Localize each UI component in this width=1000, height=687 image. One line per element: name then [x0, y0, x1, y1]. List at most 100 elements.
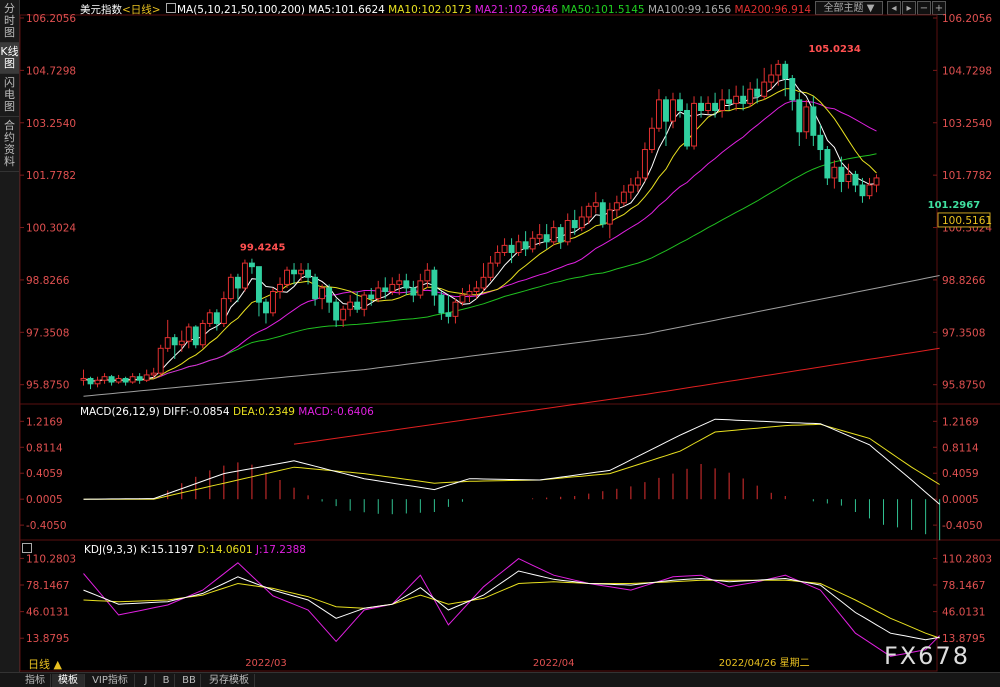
macd-label-left-3: 0.8114	[26, 442, 63, 454]
candle-body	[143, 374, 150, 381]
candle-body	[136, 376, 143, 381]
candle-body	[634, 177, 641, 186]
price-label-left-2: 98.8266	[26, 275, 70, 287]
candle-body	[747, 88, 754, 104]
candle-body	[185, 326, 192, 342]
macd-diff-line	[83, 418, 940, 505]
candle-body	[859, 184, 866, 197]
candle-body	[115, 377, 122, 383]
macd-value: MACD:-0.6406	[298, 406, 374, 418]
tab-indicator[interactable]: 指标	[20, 674, 51, 687]
ma10-value: MA10:102.0173	[388, 4, 472, 16]
annotation-0: 99.4245	[240, 243, 286, 254]
candle-body	[157, 347, 164, 374]
price-label-right-2: 98.8266	[942, 275, 986, 287]
candle-body	[803, 106, 810, 133]
tab-save-template[interactable]: 另存模板	[204, 674, 255, 687]
macd-label-left-0: -0.4050	[26, 520, 67, 532]
tab-template[interactable]: 模板	[52, 674, 85, 687]
candle-body	[620, 191, 627, 204]
period-tag: <日线>	[122, 4, 161, 16]
candle-body	[494, 251, 501, 264]
candle-body	[298, 269, 305, 275]
bottom-toolbar: 指标 模板 VIP指标 J B BB 另存模板	[0, 672, 1000, 687]
price-label-left-5: 103.2540	[26, 118, 76, 130]
kdj-panel: 13.8795 13.8795 46.0131 46.0131 78.1467 78.14…	[20, 553, 992, 657]
tab-lightning[interactable]: 闪电图	[0, 74, 19, 117]
tab-vip-indicator[interactable]: VIP指标	[86, 674, 135, 687]
candle-body	[101, 376, 108, 381]
chart-frame	[19, 14, 1000, 672]
candle-body	[782, 63, 789, 80]
tab-time-sharing[interactable]: 分时图	[0, 0, 19, 43]
kdj-label-right-2: 78.1467	[942, 580, 985, 592]
candle-body	[606, 209, 613, 225]
candle-body	[248, 262, 255, 268]
candle-body	[270, 291, 276, 314]
candle-body	[192, 326, 199, 346]
candle-body	[305, 269, 312, 278]
macd-diff: DIFF:-0.0854	[163, 406, 230, 418]
kdj-k-line	[83, 570, 940, 641]
candle-body	[178, 340, 185, 346]
kdj-label-right-0: 13.8795	[942, 633, 985, 645]
kdj-d-line	[83, 579, 940, 639]
candle-body	[571, 220, 578, 229]
kdj-label-left-0: 13.8795	[26, 633, 69, 645]
candle-body	[368, 294, 375, 300]
candle-body	[866, 184, 873, 197]
ma100-value: MA100:99.1656	[647, 4, 732, 16]
macd-label-right-4: 1.2169	[942, 416, 979, 428]
candle-body	[550, 227, 557, 243]
candle-body	[94, 379, 101, 385]
candle-body	[529, 237, 536, 250]
tab-kline[interactable]: K线图	[0, 43, 19, 74]
kdj-toggle-icon[interactable]	[22, 543, 32, 553]
candle-body	[382, 287, 389, 293]
candle-body	[754, 88, 761, 97]
candle-body	[291, 269, 297, 275]
candle-body	[438, 294, 445, 314]
candle-body	[522, 241, 529, 250]
candle-body	[845, 173, 852, 182]
tab-contract-info[interactable]: 合约资料	[0, 117, 19, 172]
zoom-in-button[interactable]: +	[932, 1, 946, 15]
candle-body	[206, 312, 213, 324]
macd-header: MACD(26,12,9) DIFF:-0.0854 DEA:0.2349 MA…	[80, 406, 374, 418]
tab-bb[interactable]: BB	[178, 674, 201, 687]
ma-toggle-icon[interactable]	[165, 3, 176, 13]
candle-body	[698, 102, 705, 111]
candle-body	[424, 269, 431, 282]
price-header: 美元指数<日线> MA(5,10,21,50,100,200) MA5:101.…	[80, 2, 811, 17]
macd-panel: -0.4050 -0.4050 0.0005 0.0005 0.4059 0.4059 0.…	[20, 416, 983, 541]
candle-body	[719, 99, 726, 111]
candle-body	[613, 202, 620, 211]
macd-label-right-0: -0.4050	[942, 520, 983, 532]
price-label-left-4: 101.7782	[26, 170, 76, 182]
candle-body	[319, 287, 326, 300]
ma50-value: MA50:101.5145	[561, 4, 645, 16]
macd-label-right-1: 0.0005	[942, 494, 979, 506]
ma21-value: MA21:102.9646	[474, 4, 559, 16]
candle-body	[873, 177, 880, 186]
tab-b[interactable]: B	[158, 674, 175, 687]
chart-svg[interactable]: 95.8750 95.8750 97.3508 97.3508 98.8266 98.82…	[0, 0, 1000, 672]
candle-body	[403, 280, 410, 289]
candle-body	[775, 63, 782, 76]
candle-body	[375, 287, 382, 300]
kdj-label-left-3: 110.2803	[26, 553, 76, 565]
candle-body	[796, 99, 803, 133]
macd-label-left-2: 0.4059	[26, 468, 63, 480]
candle-body	[241, 262, 248, 289]
price-axis: 95.8750 95.8750 97.3508 97.3508 98.8266 98.82…	[20, 13, 992, 392]
macd-label-right-3: 0.8114	[942, 442, 979, 454]
price-label-left-6: 104.7298	[26, 65, 76, 77]
date-label-1: 2022/04	[533, 658, 575, 669]
candle-body	[354, 301, 361, 310]
candle-body	[733, 95, 740, 104]
tab-j[interactable]: J	[138, 674, 155, 687]
candle-body	[824, 149, 831, 179]
period-label[interactable]: 日线 ▲	[28, 658, 62, 671]
watermark: FX678	[883, 642, 970, 670]
